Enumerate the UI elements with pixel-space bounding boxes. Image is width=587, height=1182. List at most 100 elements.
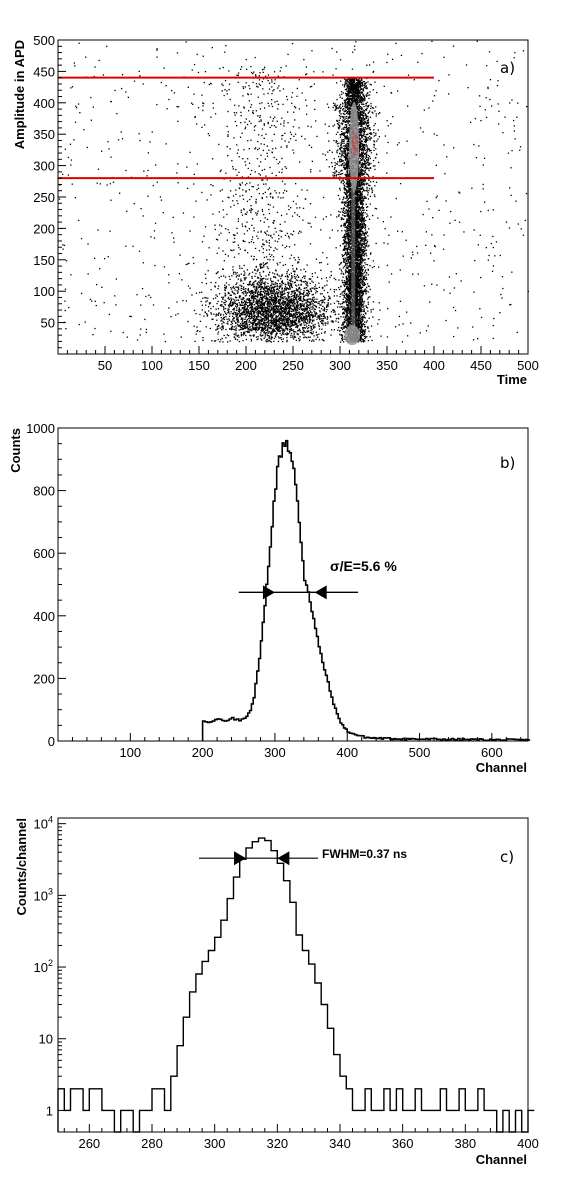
scatter-point [263,324,265,326]
scatter-point [487,86,489,88]
scatter-point [252,334,254,336]
scatter-point [280,317,282,319]
scatter-point [243,307,245,309]
scatter-point [259,312,261,314]
scatter-point [63,244,66,247]
scatter-point [262,88,264,90]
scatter-point [227,323,229,325]
scatter-point [204,311,206,313]
scatter-point [364,240,367,242]
scatter-point [348,232,350,234]
scatter-point [363,218,365,220]
scatter-point [322,324,324,326]
scatter-point [222,317,225,319]
scatter-point [207,270,209,272]
scatter-point [121,74,124,76]
scatter-point [264,302,266,305]
scatter-point [277,294,279,296]
scatter-point [372,70,375,72]
scatter-point [277,299,280,301]
scatter-point [363,335,365,338]
scatter-point [216,319,218,321]
scatter-point [249,307,251,309]
scatter-point [271,293,273,295]
scatter-point [288,321,290,323]
scatter-point [340,201,343,204]
scatter-point [205,301,207,303]
scatter-point [342,313,344,315]
scatter-point [342,308,344,310]
scatter-point [257,304,259,306]
scatter-point [260,303,262,305]
scatter-point [285,287,287,289]
scatter-point [242,239,244,242]
scatter-point [197,71,200,74]
scatter-point [319,311,321,313]
scatter-point [277,274,279,276]
scatter-point [237,74,239,77]
scatter-point [222,250,224,252]
scatter-point [249,326,251,328]
scatter-point [286,321,288,324]
scatter-point [235,322,237,324]
scatter-point [247,252,249,254]
scatter-point [260,310,262,312]
scatter-point [229,313,231,315]
scatter-point [260,263,262,265]
scatter-point [286,291,289,294]
scatter-point [215,324,217,326]
scatter-point [151,131,153,133]
scatter-point [333,309,335,312]
scatter-point [438,209,440,211]
scatter-point [283,303,285,305]
scatter-point [243,277,245,279]
scatter-point [253,230,255,232]
scatter-point [274,308,276,311]
scatter-point [245,277,247,279]
scatter-point [313,71,315,73]
scatter-point [261,303,263,306]
scatter-point [327,302,329,304]
scatter-point [326,305,328,307]
scatter-point [303,304,305,306]
scatter-point [289,329,291,331]
scatter-point [294,119,296,121]
scatter-point [248,110,250,112]
scatter-point [433,95,436,97]
scatter-point [260,322,262,324]
scatter-point [516,331,518,334]
scatter-point [311,85,313,88]
scatter-point [291,234,294,236]
scatter-point [345,302,348,304]
scatter-point [220,275,222,277]
scatter-point [236,314,238,316]
scatter-point [272,310,275,312]
scatter-point [274,285,276,288]
scatter-point [221,268,224,270]
scatter-point [253,295,255,298]
scatter-point [486,65,488,67]
scatter-point [230,300,232,303]
scatter-point [210,194,212,196]
scatter-point [285,319,287,321]
scatter-point [257,237,259,240]
scatter-point [318,328,321,330]
scatter-point [443,234,445,236]
scatter-point [273,305,276,307]
scatter-point [265,340,267,342]
scatter-point [218,277,220,279]
scatter-point [168,307,170,309]
scatter-point [284,283,286,285]
scatter-point [288,303,290,305]
scatter-point [172,216,174,218]
scatter-point [287,296,289,298]
scatter-point [390,273,393,275]
scatter-point [252,218,254,220]
scatter-point [284,327,287,329]
scatter-point [250,303,252,305]
scatter-point [232,303,234,306]
scatter-point [268,226,270,228]
scatter-point [307,290,310,292]
scatter-point [255,272,257,275]
scatter-point [268,242,270,244]
